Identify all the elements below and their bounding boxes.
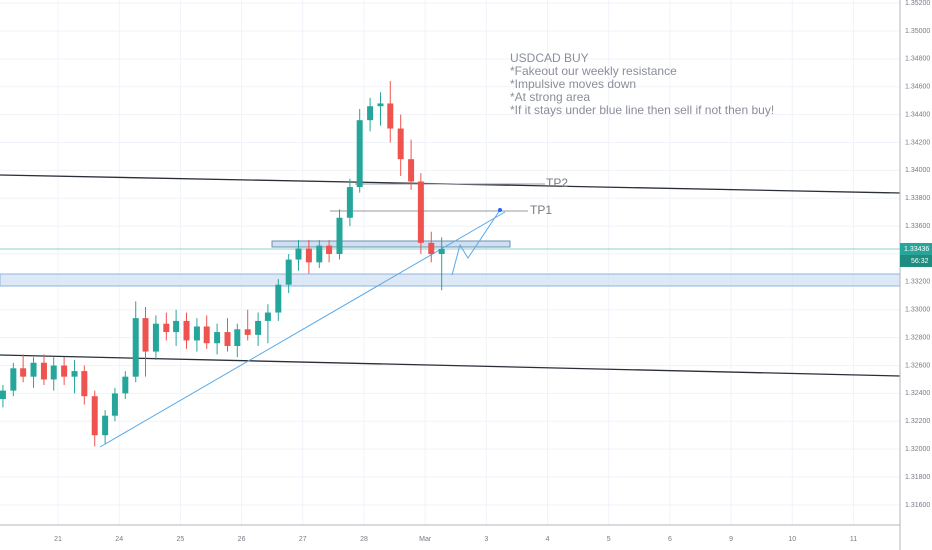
candle-body — [50, 365, 57, 380]
annotation: USDCAD BUY*Fakeout our weekly resistance… — [510, 51, 774, 117]
x-tick-label: 24 — [115, 536, 123, 543]
price-tag-label: 1.33436 — [904, 246, 929, 253]
candle-body — [367, 106, 374, 121]
x-tick-label: 11 — [850, 536, 857, 543]
candle-body — [91, 396, 98, 436]
price-axis — [900, 0, 932, 550]
candle-body — [122, 376, 129, 394]
candle-body — [336, 217, 343, 254]
candle-body — [316, 245, 323, 263]
candle-body — [163, 323, 170, 333]
x-tick-label: 10 — [788, 536, 796, 543]
x-tick-label: 28 — [360, 536, 368, 543]
resistance-zone — [271, 240, 511, 248]
candle-body — [244, 329, 251, 335]
candle-body — [305, 248, 312, 263]
y-tick-label: 1.34000 — [905, 167, 930, 174]
candle-body — [326, 245, 333, 254]
candle-body — [285, 259, 292, 285]
y-tick-label: 1.34800 — [905, 56, 930, 63]
axes: 1.31600 1.31800 1.32000 1.32200 1.32400 1.326… — [54, 0, 932, 543]
candle-body — [224, 332, 231, 347]
candle-body — [377, 103, 384, 107]
candle-body — [356, 120, 363, 188]
annotation-line: *At strong area — [510, 90, 590, 104]
candle-body — [102, 415, 109, 436]
y-tick-label: 1.31600 — [905, 502, 930, 509]
x-tick-label: 9 — [729, 536, 733, 543]
candle-body — [0, 390, 6, 399]
candle-body — [152, 323, 159, 352]
x-tick-label: 27 — [299, 536, 307, 543]
x-tick-label: 5 — [607, 536, 611, 543]
candle-body — [264, 312, 271, 321]
y-tick-label: 1.32200 — [905, 418, 930, 425]
price-tag — [900, 242, 932, 255]
candle-body — [387, 103, 394, 129]
support-zone — [0, 273, 901, 287]
y-tick-label: 1.35200 — [905, 0, 930, 7]
candle-body — [397, 128, 404, 160]
y-tick-label: 1.32000 — [905, 446, 930, 453]
y-tick-label: 1.32600 — [905, 362, 930, 369]
channel-bottom — [0, 354, 901, 377]
annotation-line: *Impulsive moves down — [510, 77, 636, 91]
time-axis — [0, 525, 900, 550]
annotation-line: *Fakeout our weekly resistance — [510, 64, 677, 78]
y-tick-label: 1.34600 — [905, 84, 930, 91]
x-tick-label: 21 — [54, 536, 62, 543]
projection-end — [498, 208, 502, 212]
annotation-line: *If it stays under blue line then sell i… — [510, 103, 774, 117]
y-tick-label: 1.32400 — [905, 390, 930, 397]
candle-body — [234, 329, 241, 347]
candle-body — [173, 320, 180, 333]
x-tick-label: 26 — [238, 536, 246, 543]
y-tick-label: 1.31800 — [905, 474, 930, 481]
candle-body — [295, 248, 302, 260]
candle-body — [40, 362, 47, 380]
candle-body — [203, 326, 210, 344]
y-tick-label: 1.35000 — [905, 28, 930, 35]
candle-body — [417, 181, 424, 243]
x-tick-label: 4 — [546, 536, 550, 543]
countdown-tag — [900, 254, 932, 267]
candle-body — [61, 365, 68, 377]
candle-body — [142, 318, 149, 352]
y-tick-label: 1.34200 — [905, 139, 930, 146]
candle-body — [30, 362, 37, 377]
candle-body — [275, 284, 282, 313]
candle-body — [346, 187, 353, 218]
x-tick-label: 3 — [484, 536, 488, 543]
candle-body — [408, 159, 415, 182]
annotation-line: USDCAD BUY — [510, 51, 589, 65]
x-tick-label: Mar — [419, 536, 432, 543]
candle-body — [193, 326, 200, 341]
tp2-label: TP2 — [546, 176, 568, 190]
candle-body — [20, 368, 27, 377]
y-tick-label: 1.33600 — [905, 223, 930, 230]
candle-body — [438, 248, 445, 254]
candle-body — [183, 320, 190, 341]
y-tick-label: 1.32800 — [905, 334, 930, 341]
y-tick-label: 1.33200 — [905, 279, 930, 286]
candle-body — [81, 371, 88, 397]
y-tick-label: 1.34400 — [905, 111, 930, 118]
tp1-label: TP1 — [530, 203, 552, 217]
candle-body — [111, 393, 118, 416]
countdown-label: 56:32 — [911, 258, 929, 265]
candle-body — [255, 320, 262, 335]
candle-body — [10, 368, 17, 391]
candle-body — [428, 242, 435, 254]
candle-body — [132, 318, 139, 377]
x-tick-label: 6 — [668, 536, 672, 543]
y-tick-label: 1.33000 — [905, 307, 930, 314]
candle-body — [71, 371, 78, 377]
x-tick-label: 25 — [176, 536, 184, 543]
y-tick-label: 1.33800 — [905, 195, 930, 202]
candle-body — [214, 332, 221, 344]
candles — [0, 81, 445, 447]
trendline — [99, 211, 506, 448]
projection — [451, 209, 501, 276]
